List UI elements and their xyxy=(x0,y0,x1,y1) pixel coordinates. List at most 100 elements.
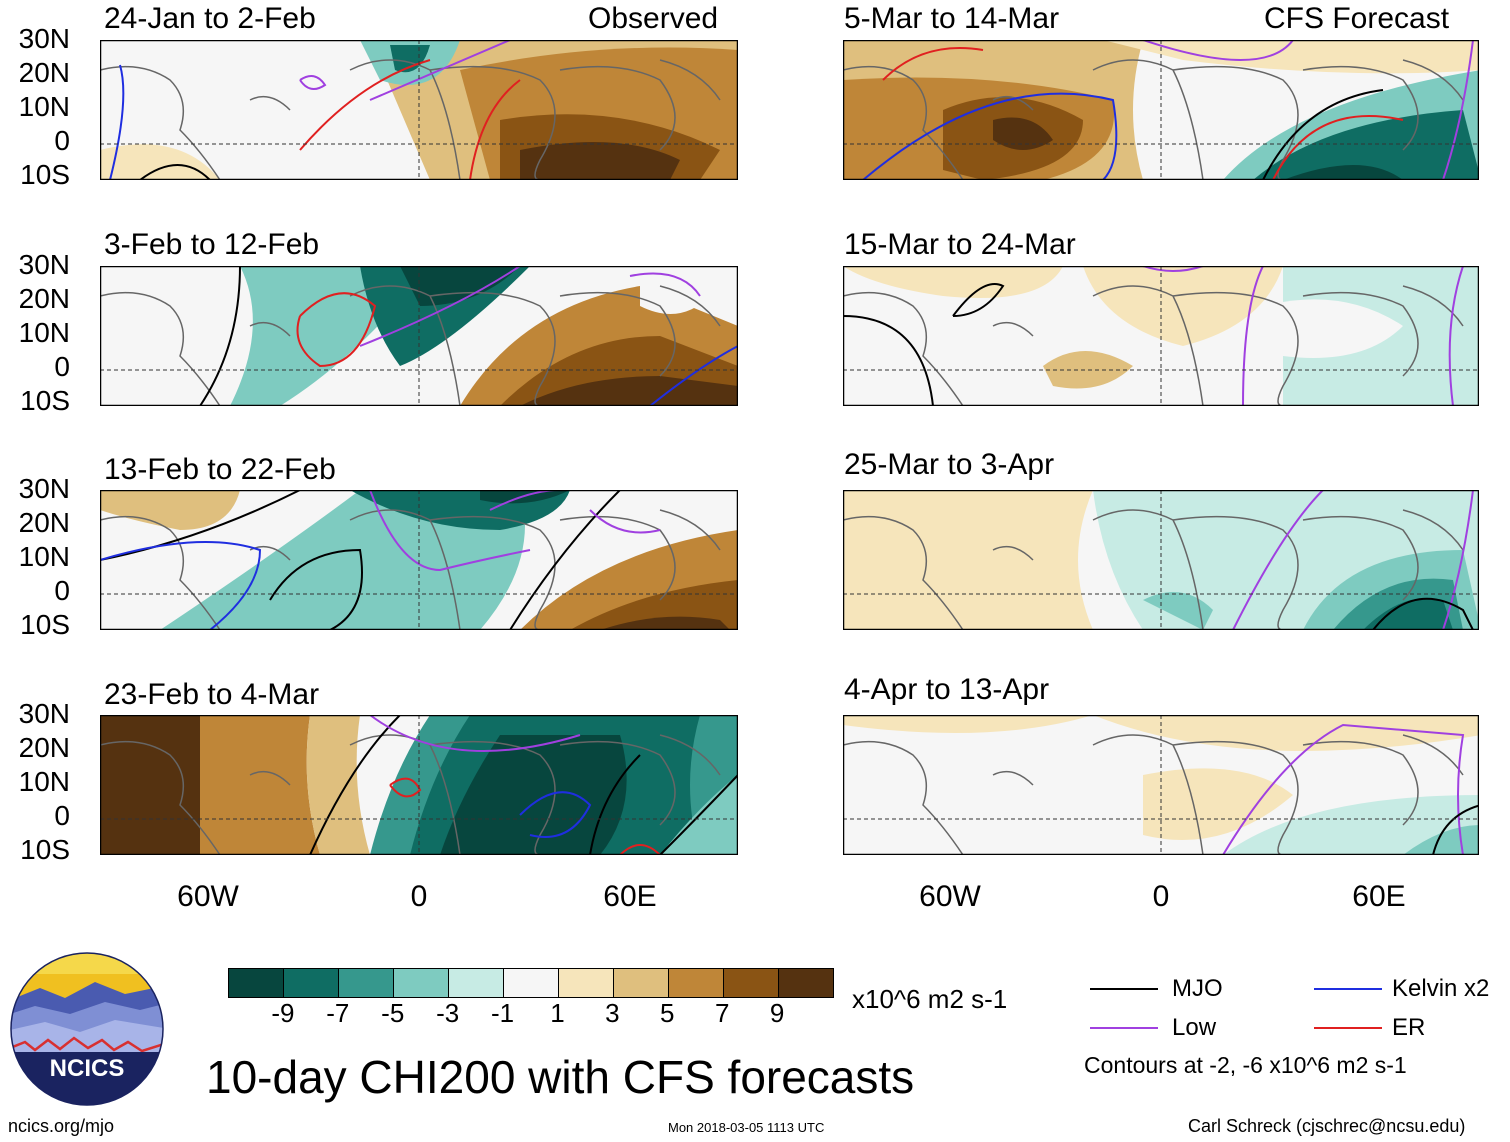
map-frame xyxy=(100,40,738,180)
lat-label: 10S xyxy=(20,159,70,190)
lat-label: 10S xyxy=(20,385,70,416)
panel-title-5: 5-Mar to 14-Mar xyxy=(844,2,1060,35)
contour-line xyxy=(509,490,621,630)
lat-label: 20N xyxy=(18,57,70,88)
anomaly-shading xyxy=(520,376,738,406)
coastline xyxy=(100,515,221,630)
colorbar-tick-label: 1 xyxy=(550,998,565,1028)
anomaly-shading xyxy=(390,45,430,73)
coastline xyxy=(249,95,291,111)
coastline xyxy=(992,321,1034,337)
coastline xyxy=(429,515,556,630)
colorbar-tick-label: -1 xyxy=(490,998,515,1028)
map-panel-forecast-1 xyxy=(843,40,1479,180)
lat-label: 10N xyxy=(18,766,70,797)
lon-label-0-left: 0 xyxy=(410,880,428,913)
contour-line xyxy=(369,490,531,572)
anomaly-shading xyxy=(440,735,627,855)
contour-line xyxy=(269,548,363,630)
anomaly-shading xyxy=(1103,40,1479,74)
coastline xyxy=(992,770,1034,786)
map-frame xyxy=(843,40,1479,180)
anomaly-shading xyxy=(100,715,205,855)
colorbar-tick-label: -7 xyxy=(326,998,350,1028)
anomaly-shading xyxy=(100,490,240,530)
anomaly-shading xyxy=(200,715,320,855)
er-legend-line xyxy=(1314,1027,1382,1029)
lat-label: 20N xyxy=(18,732,70,763)
map-panel-forecast-2 xyxy=(843,266,1479,406)
anomaly-shading xyxy=(306,715,370,855)
coastline xyxy=(843,740,964,855)
map-panel-observed-1 xyxy=(100,40,738,180)
colorbar-swatch xyxy=(229,969,284,997)
coastline xyxy=(1302,65,1419,151)
contour-line xyxy=(519,791,592,838)
contour-line xyxy=(389,777,422,798)
contour-line xyxy=(1242,266,1264,406)
contour-line xyxy=(659,774,738,855)
mjo-legend-line xyxy=(1090,988,1158,990)
lat-label: 10N xyxy=(18,541,70,572)
colorbar-swatch xyxy=(724,969,779,997)
coastline xyxy=(1402,59,1464,101)
colorbar-swatch xyxy=(339,969,394,997)
anomaly-shading xyxy=(993,117,1053,150)
contour-line xyxy=(629,272,701,297)
lat-label: 30N xyxy=(18,249,70,280)
ncics-logo-text: NCICS xyxy=(50,1055,125,1082)
contour-line xyxy=(1262,89,1384,180)
anomaly-shading xyxy=(1253,110,1479,180)
kelvin-legend-line xyxy=(1314,988,1382,990)
anomaly-shading xyxy=(1143,592,1213,630)
lat-label: 30N xyxy=(18,473,70,504)
contour-line xyxy=(199,266,241,406)
colorbar-swatch xyxy=(779,969,833,997)
colorbar-swatch xyxy=(669,969,724,997)
coastline xyxy=(100,740,221,855)
coastline xyxy=(559,291,676,377)
coastline xyxy=(1172,740,1299,855)
lat-label: 10S xyxy=(20,834,70,865)
map-panel-observed-4 xyxy=(100,715,738,855)
ncics-logo: NCICS xyxy=(10,952,164,1106)
contour-line xyxy=(299,75,327,90)
colorbar-tick-label: 9 xyxy=(769,998,785,1028)
lat-label: 0 xyxy=(54,351,70,382)
contour-line xyxy=(649,345,738,406)
panel-title-1: 24-Jan to 2-Feb xyxy=(104,2,316,35)
colorbar-swatch xyxy=(449,969,504,997)
contour-line xyxy=(1448,266,1464,406)
coastline xyxy=(429,291,556,406)
credit: Carl Schreck (cjschrec@ncsu.edu) xyxy=(1188,1116,1466,1136)
lon-label-60w-right: 60W xyxy=(919,880,981,913)
anomaly-shading xyxy=(1363,598,1453,630)
coastline xyxy=(659,734,721,776)
coastline xyxy=(429,65,556,180)
website-link[interactable]: ncics.org/mjo xyxy=(8,1116,115,1136)
lat-label: 10N xyxy=(18,317,70,348)
lat-label: 10N xyxy=(18,91,70,122)
lon-label-60w-left: 60W xyxy=(177,880,239,913)
low-legend-label: Low xyxy=(1172,1014,1217,1041)
panel-title-6: 15-Mar to 24-Mar xyxy=(844,228,1076,261)
contour-line xyxy=(296,292,377,368)
anomaly-shading xyxy=(1143,768,1293,840)
coastline xyxy=(1172,291,1299,406)
coastline xyxy=(659,285,721,327)
map-frame xyxy=(100,715,738,855)
anomaly-shading xyxy=(360,266,530,366)
map-frame xyxy=(100,490,738,630)
contour-line xyxy=(1442,490,1474,630)
panel-title-8: 4-Apr to 13-Apr xyxy=(844,673,1050,706)
contour-line xyxy=(369,40,511,101)
coastline xyxy=(992,95,1034,111)
coastline xyxy=(100,65,221,180)
map-panel-forecast-3 xyxy=(843,490,1479,630)
coastline xyxy=(659,59,721,101)
lat-label: 0 xyxy=(54,125,70,156)
colorbar xyxy=(228,968,834,998)
coastline xyxy=(100,291,221,406)
colorbar-tick-label: -9 xyxy=(271,998,295,1028)
map-panel-observed-2 xyxy=(100,266,738,406)
